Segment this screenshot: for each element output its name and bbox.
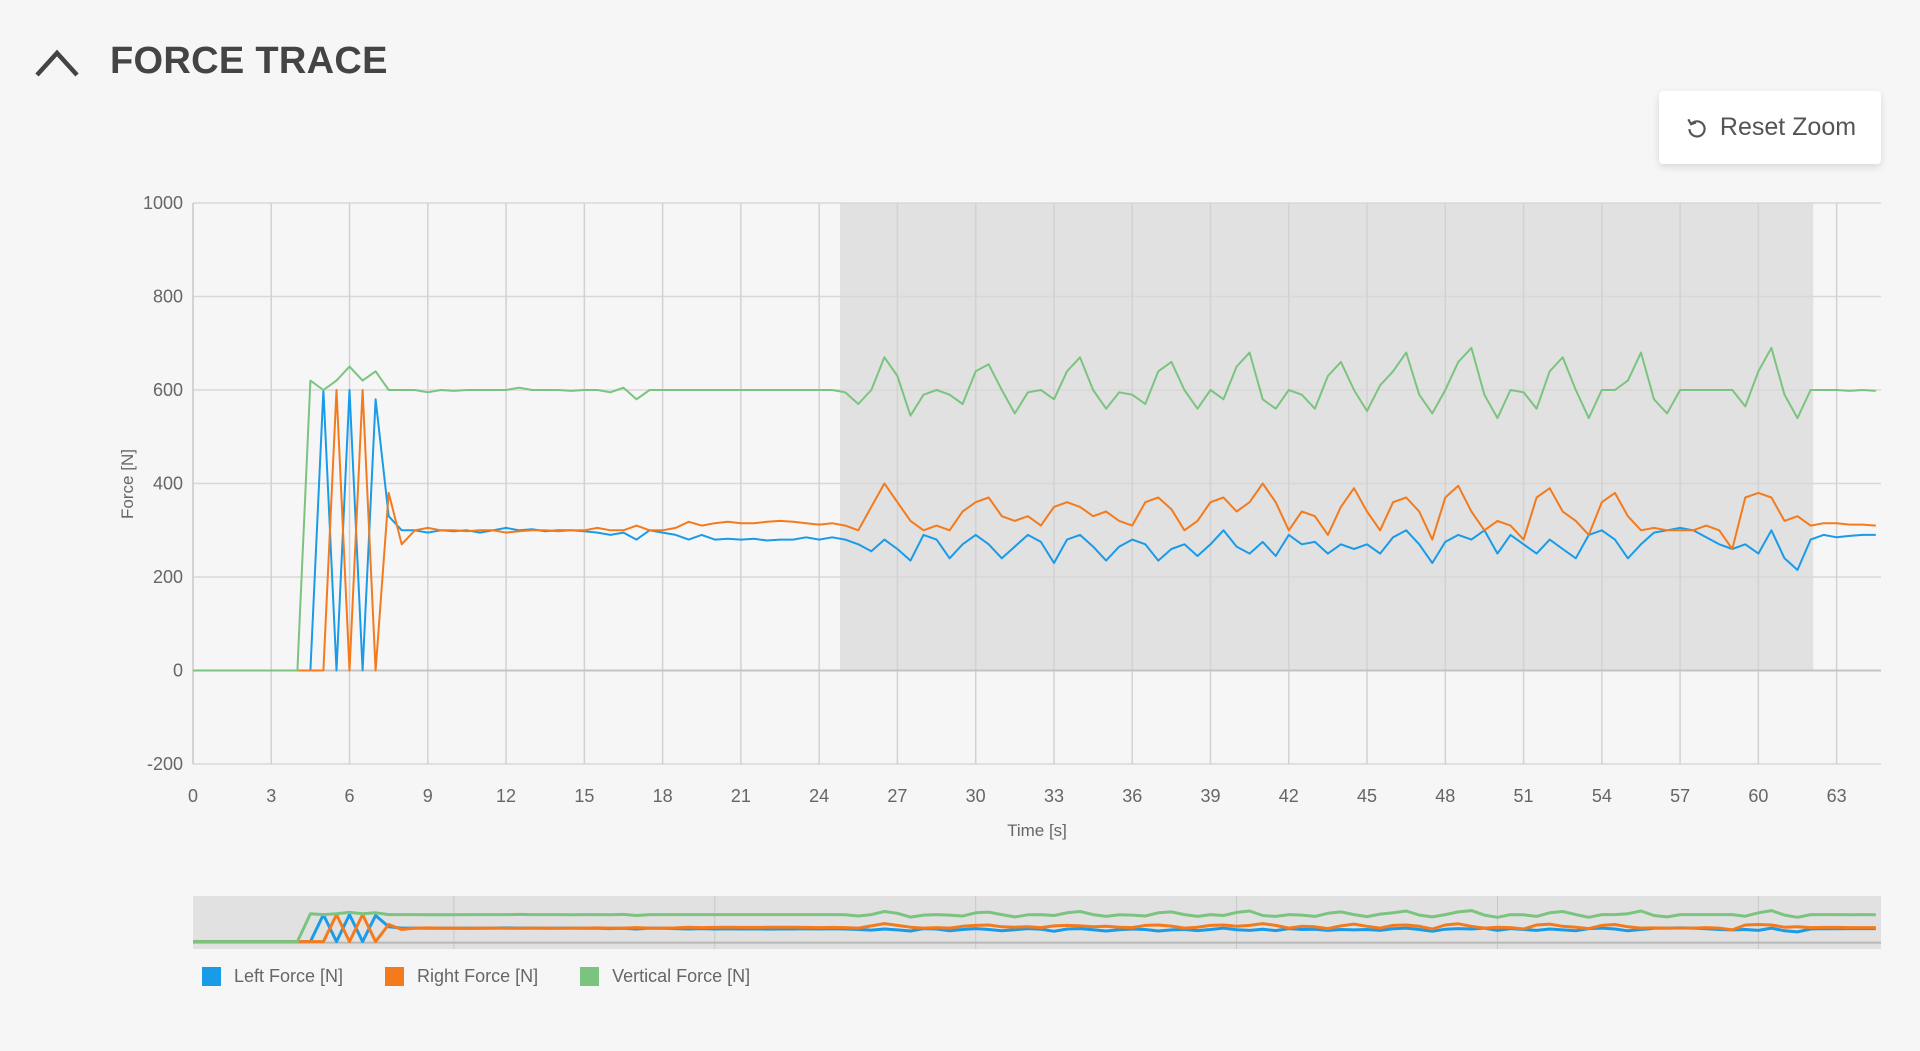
x-tick-label: 27 [887, 786, 907, 806]
x-tick-label: 0 [188, 786, 198, 806]
x-tick-label: 42 [1279, 786, 1299, 806]
navigator[interactable] [193, 896, 1881, 949]
x-tick-label: 6 [345, 786, 355, 806]
right-force-line [193, 389, 1876, 672]
legend: Left Force [N] Right Force [N] Vertical … [202, 966, 792, 987]
y-tick-label: 1000 [143, 193, 183, 213]
x-tick-label: 12 [496, 786, 516, 806]
legend-swatch-right [385, 967, 405, 986]
x-tick-label: 63 [1827, 786, 1847, 806]
x-tick-label: 3 [266, 786, 276, 806]
vertical-force-line [193, 346, 1876, 672]
undo-icon [1687, 118, 1706, 138]
x-tick-label: 33 [1044, 786, 1064, 806]
x-tick-label: 45 [1357, 786, 1377, 806]
x-tick-label: 48 [1435, 786, 1455, 806]
x-tick-label: 24 [809, 786, 829, 806]
navigator-vertical-force-line [193, 909, 1876, 944]
reset-zoom-label: Reset Zoom [1719, 113, 1857, 141]
x-tick-label: 15 [574, 786, 594, 806]
x-tick-label: 9 [423, 786, 433, 806]
y-tick-label: 600 [153, 380, 183, 400]
navigator-selection [193, 896, 1881, 949]
x-tick-label: 30 [966, 786, 986, 806]
x-tick-label: 36 [1122, 786, 1142, 806]
x-tick-label: 39 [1200, 786, 1220, 806]
legend-label: Right Force [N] [417, 966, 539, 986]
reset-zoom-button[interactable]: Reset Zoom [1659, 91, 1881, 164]
section-title: FORCE TRACE [110, 40, 388, 82]
legend-item-left-force[interactable]: Left Force [N] [202, 966, 343, 987]
y-tick-label: 200 [153, 567, 183, 587]
zoom-selection-area [840, 203, 1814, 671]
legend-swatch-left [202, 967, 221, 986]
chevron-up-icon[interactable] [34, 45, 80, 79]
legend-item-right-force[interactable]: Right Force [N] [385, 966, 538, 987]
x-tick-label: 21 [731, 786, 751, 806]
x-axis-title: Time [s] [1007, 821, 1067, 840]
x-tick-label: 60 [1748, 786, 1768, 806]
y-tick-label: 0 [173, 661, 183, 681]
navigator-right-force-line [193, 913, 1876, 944]
y-tick-label: 800 [153, 287, 183, 307]
y-tick-label: 400 [153, 474, 183, 494]
legend-item-vertical-force[interactable]: Vertical Force [N] [580, 966, 750, 987]
x-tick-label: 18 [653, 786, 673, 806]
x-tick-label: 57 [1670, 786, 1690, 806]
legend-swatch-vertical [580, 967, 600, 986]
y-axis-title: Force [N] [118, 449, 137, 519]
x-tick-label: 51 [1514, 786, 1534, 806]
section-header: FORCE TRACE [34, 40, 388, 83]
y-tick-label: -200 [147, 754, 183, 774]
legend-label: Vertical Force [N] [612, 966, 751, 986]
x-tick-label: 54 [1592, 786, 1612, 806]
legend-label: Left Force [N] [234, 966, 344, 986]
